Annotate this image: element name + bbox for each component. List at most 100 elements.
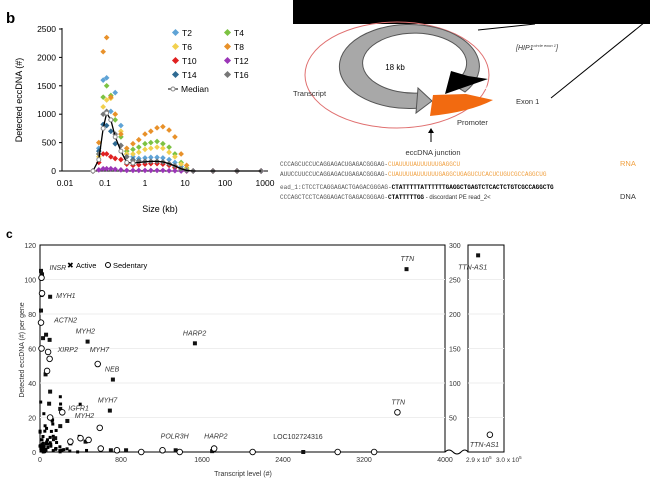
right-y-tick-label: 150 <box>449 347 461 354</box>
data-point-t4 <box>142 141 148 147</box>
data-point-t12 <box>154 168 160 174</box>
data-point-t6 <box>142 147 148 153</box>
y-tick-label: 60 <box>28 347 36 354</box>
cluster-point <box>85 449 88 452</box>
legend-marker-t2 <box>172 29 179 36</box>
y-tick-label: 20 <box>28 416 36 423</box>
median-point <box>131 161 135 165</box>
legend-marker-t16 <box>224 71 231 78</box>
active-point <box>41 336 45 340</box>
legend-marker-t10 <box>172 57 179 64</box>
data-point-t4 <box>154 139 160 145</box>
x-tick-label: 3200 <box>356 457 372 464</box>
sequence-right: CUAUUUUAUUUUUUGAGGCU <box>388 161 460 168</box>
legend-sedentary-marker <box>106 263 111 268</box>
data-point-t8 <box>142 131 148 137</box>
data-point-t2 <box>112 90 118 96</box>
y-tick-label: 120 <box>24 243 36 250</box>
x-tick-label: 0.1 <box>99 178 111 188</box>
x-tick-label: 10 <box>180 178 190 188</box>
sedentary-point <box>45 349 51 355</box>
legend-label: T14 <box>182 70 197 80</box>
data-point-t8 <box>184 162 190 168</box>
data-point-t8 <box>136 137 142 143</box>
transcript-label: Transcript <box>293 89 327 98</box>
legend-sedentary-label: Sedentary <box>113 261 147 270</box>
gene-label: TTN-AS1 <box>458 264 487 271</box>
gene-label: TTN <box>401 256 416 263</box>
cluster-point <box>50 430 53 433</box>
cluster-point <box>55 447 58 450</box>
x-tick-label: 1600 <box>194 457 210 464</box>
legend-label: T6 <box>182 42 192 52</box>
connector-line <box>478 24 535 30</box>
x-tick-label: 2400 <box>275 457 291 464</box>
sedentary-point <box>59 410 65 416</box>
sequence-left: AUUCCUUCCUCAGGAGACUGAGACGGGAG- <box>280 171 388 178</box>
cluster-point <box>39 430 42 433</box>
cluster-point <box>59 403 62 406</box>
size-distribution-chart: 050010001500200025000.01 0.1 1 10 100 1000Siz… <box>14 24 275 214</box>
y-tick-label: 0 <box>32 450 36 457</box>
cluster-point <box>45 427 48 430</box>
y-tick-label: 100 <box>24 278 36 285</box>
data-point-t6 <box>130 151 136 157</box>
sequence-row: CCCAGCTCCTCAGGAGACTGAGACGGGAG-CTATTTTTGG… <box>280 194 491 201</box>
y-tick-label: 1500 <box>37 81 56 91</box>
gene-label: ACTN2 <box>53 318 77 325</box>
active-point <box>476 253 480 257</box>
sequence-type-label: RNA <box>620 159 636 168</box>
cluster-point <box>58 445 61 448</box>
sedentary-point <box>97 425 103 431</box>
right-y-tick-label: 100 <box>449 381 461 388</box>
data-point-t6 <box>154 144 160 150</box>
right-y-tick-label: 250 <box>449 278 461 285</box>
y-tick-label: 2500 <box>37 24 56 34</box>
legend-label: Median <box>181 84 209 94</box>
sedentary-point <box>39 275 45 281</box>
active-point <box>48 390 52 394</box>
active-point <box>47 402 51 406</box>
active-point <box>111 378 115 382</box>
sedentary-point <box>47 415 53 421</box>
cluster-point <box>58 449 61 452</box>
data-point-t4 <box>136 144 142 150</box>
data-point-t10 <box>104 151 110 157</box>
data-point-t12 <box>136 168 142 174</box>
axis-break-mark <box>445 450 468 454</box>
gene-label: INSR <box>50 265 67 272</box>
panel-b-label: b <box>6 10 15 27</box>
transcript-arrowhead <box>416 88 432 113</box>
legend-marker-t14 <box>172 71 179 78</box>
sedentary-point <box>38 320 44 326</box>
y-axis-title: Detected eccDNA (#) <box>14 58 24 143</box>
redaction-bar <box>293 0 650 24</box>
active-point <box>301 450 305 454</box>
x-tick-label: 1000 <box>256 178 275 188</box>
figure: b 0 500 1000 1500 2000 2500 0.01 0.1 1 10 100 1000 S… <box>0 0 650 485</box>
sedentary-point <box>86 437 92 443</box>
break-x-tick-base: 2.9 x 10 <box>466 457 490 464</box>
data-point-t8 <box>166 127 172 133</box>
cluster-point <box>40 438 43 441</box>
active-point <box>58 424 62 428</box>
data-point-t8 <box>178 151 184 157</box>
sequence-right: CTATTTTTATTTTTTGAGGCTGAGTCTCACTCTGTCGCCA… <box>392 184 554 191</box>
data-point-t6 <box>148 145 154 151</box>
connector-line <box>551 18 650 98</box>
active-point <box>39 269 43 273</box>
median-point <box>113 135 117 139</box>
exon-label: Exon 1 <box>516 97 539 106</box>
cluster-point <box>49 441 52 444</box>
right-y-tick-label: 50 <box>449 416 457 423</box>
data-point-t4 <box>104 83 110 89</box>
active-point <box>86 340 90 344</box>
gene-label: MYH7 <box>90 347 111 354</box>
legend-marker-t6 <box>172 43 179 50</box>
gene-label: NEB <box>105 367 120 374</box>
cluster-point <box>51 423 54 426</box>
sedentary-point <box>395 410 401 416</box>
junction-arrowhead <box>428 128 434 133</box>
exon-number: 1 <box>484 84 488 91</box>
cluster-point <box>45 441 48 444</box>
